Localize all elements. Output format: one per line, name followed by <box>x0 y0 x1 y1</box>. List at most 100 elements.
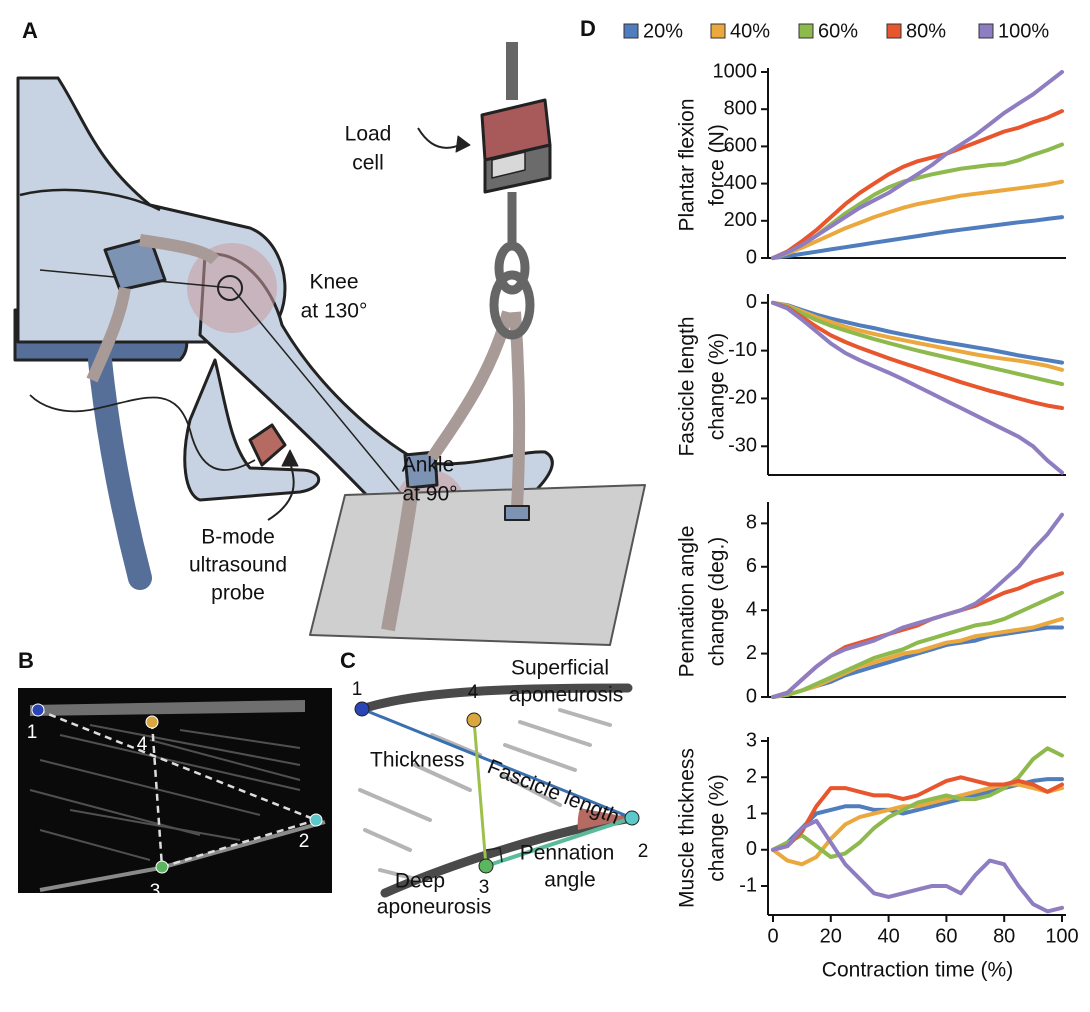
setup-illustration <box>13 42 646 646</box>
setup-illustration-part <box>103 236 167 292</box>
legend-label: 40% <box>730 20 770 42</box>
muscle-schematic-part <box>624 810 640 826</box>
y-axis-label: change (%) <box>706 333 729 440</box>
muscle-schematic-part <box>466 712 482 728</box>
y-axis-label: force (N) <box>706 124 729 206</box>
setup-illustration-part <box>267 461 295 521</box>
y-axis-label: Pennation angle <box>676 526 699 678</box>
pennation-label: angle <box>544 869 595 892</box>
setup-illustration-part <box>504 505 530 521</box>
y-tick-label: 0 <box>746 838 757 860</box>
y-tick-label: 3 <box>746 729 757 751</box>
series-line <box>771 571 1064 699</box>
fascicle-label: Fascicle length <box>484 755 622 829</box>
y-axis-label: Plantar flexion <box>676 98 699 231</box>
setup-illustration-part <box>248 423 287 467</box>
setup-illustration-part <box>231 287 426 523</box>
setup-illustration-part <box>19 188 161 212</box>
y-tick-label: -10 <box>728 339 757 361</box>
probe-label: ultrasound <box>189 554 287 577</box>
ultrasound-image-part-part <box>179 729 301 749</box>
y-axis-label: change (deg.) <box>706 537 729 667</box>
setup-illustration-part <box>29 394 256 471</box>
legend-swatch <box>798 23 814 39</box>
ultrasound-image-part <box>155 860 169 874</box>
muscle-schematic-part <box>354 701 370 717</box>
ultrasound-image-part <box>29 724 301 861</box>
ultrasound-image <box>18 688 332 893</box>
y-tick-label: 800 <box>724 97 757 119</box>
ankle-label: at 90° <box>402 483 457 506</box>
ultrasound-image-part-part <box>39 829 151 861</box>
ultrasound-image-part-part <box>69 809 241 841</box>
x-tick-label: 100 <box>1045 925 1078 947</box>
point-label: 2 <box>638 841 649 862</box>
legend-swatch <box>978 23 994 39</box>
muscle-schematic-part <box>478 858 494 874</box>
load-cell-label: Load <box>345 123 392 146</box>
superficial-label: Superficial <box>511 657 609 680</box>
muscle-schematic-part-part <box>413 763 472 792</box>
point-label: 3 <box>479 877 490 898</box>
muscle-schematic-part-part <box>430 733 482 757</box>
y-tick-label: 6 <box>746 555 757 577</box>
series-line <box>771 746 1064 859</box>
legend-label: 60% <box>818 20 858 42</box>
muscle-schematic-part <box>361 707 633 820</box>
setup-illustration-part <box>509 311 526 509</box>
series-line <box>771 300 1064 365</box>
y-tick-label: 0 <box>746 246 757 268</box>
probe-label: B-mode <box>201 526 275 549</box>
x-tick-label: 60 <box>935 925 957 947</box>
thickness-label: Thickness <box>370 749 465 772</box>
muscle-schematic-part <box>472 719 488 867</box>
muscle-schematic-part <box>485 816 633 868</box>
y-tick-label: 8 <box>746 512 757 534</box>
y-tick-label: 400 <box>724 172 757 194</box>
muscle-schematic-part <box>358 708 612 882</box>
setup-illustration-part <box>381 487 419 632</box>
ultrasound-image-part-part <box>39 759 261 816</box>
ultrasound-image-part <box>18 688 332 893</box>
legend-swatch <box>710 23 726 39</box>
muscle-schematic-part-part <box>558 708 612 727</box>
ultrasound-image-part-part <box>59 734 301 791</box>
setup-illustration-part <box>494 241 530 295</box>
muscle-schematic-part-part <box>518 720 592 747</box>
setup-illustration-part <box>198 252 554 543</box>
legend-label: 100% <box>998 20 1049 42</box>
superficial-label: aponeurosis <box>509 684 623 707</box>
legend-label: 80% <box>906 20 946 42</box>
muscle-schematic-part-part <box>500 773 562 807</box>
y-tick-label: 0 <box>746 291 757 313</box>
point-label: 2 <box>299 831 310 852</box>
setup-illustration-part <box>281 449 299 467</box>
y-tick-label: -30 <box>728 435 757 457</box>
point-label: 4 <box>137 734 148 755</box>
y-axis-label: change (%) <box>706 774 729 881</box>
load-cell-label: cell <box>352 152 384 175</box>
ultrasound-image-part <box>31 703 45 717</box>
panel-label: A <box>22 18 38 43</box>
muscle-schematic-part-part <box>363 828 412 852</box>
series-line <box>771 215 1064 260</box>
ultrasound-image-part-part <box>161 818 317 869</box>
y-tick-label: 600 <box>724 135 757 157</box>
ankle-label: Ankle <box>402 454 455 477</box>
series-line <box>771 300 1064 410</box>
y-tick-label: -20 <box>728 387 757 409</box>
muscle-schematic-part-part <box>378 868 422 882</box>
setup-illustration-part <box>88 348 152 590</box>
muscle-schematic-part <box>577 808 632 830</box>
point-label: 3 <box>150 881 161 902</box>
ultrasound-image-part <box>30 700 305 716</box>
setup-illustration-part <box>491 151 526 179</box>
pennation-label: Pennation <box>520 842 615 865</box>
y-tick-label: 4 <box>746 598 757 620</box>
muscle-schematic-part-part <box>358 788 432 822</box>
setup-illustration-part <box>217 275 243 301</box>
y-tick-label: 2 <box>746 766 757 788</box>
series-line <box>771 590 1064 699</box>
ultrasound-image-part <box>309 813 323 827</box>
